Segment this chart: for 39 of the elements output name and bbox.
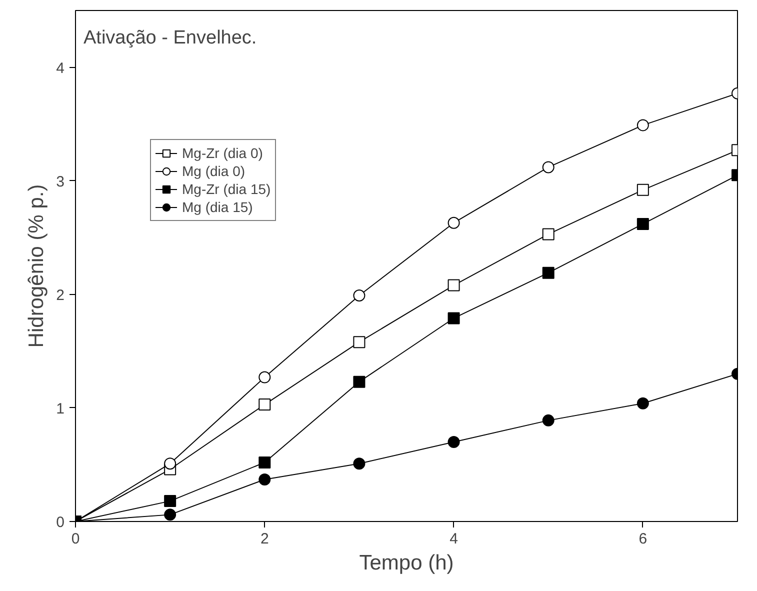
legend-label: Mg (dia 15): [182, 198, 253, 216]
point: [258, 473, 271, 486]
point: [636, 218, 649, 230]
point: [448, 279, 460, 292]
point: [258, 456, 271, 468]
point: [164, 495, 176, 508]
x-tick-label: 6: [638, 530, 648, 548]
point: [448, 436, 460, 448]
y-tick-label: 3: [56, 173, 64, 190]
point: [258, 398, 271, 411]
point: [542, 266, 554, 279]
point: [542, 228, 554, 240]
point: [448, 312, 460, 324]
point: [448, 216, 460, 229]
y-tick-label: 2: [56, 286, 64, 304]
point: [353, 290, 366, 302]
point: [164, 508, 176, 521]
legend-label: Mg (dia 0): [182, 162, 246, 180]
point: [353, 376, 366, 388]
point: [636, 184, 649, 196]
legend-label: Mg-Zr (dia 15): [182, 180, 271, 198]
y-tick-label: 0: [56, 514, 64, 531]
point: [542, 414, 554, 426]
x-axis-title: Tempo (h): [359, 552, 454, 574]
x-tick-label: 2: [260, 530, 269, 548]
y-axis-title: Hidrogênio (% p.): [25, 184, 48, 348]
point: [353, 458, 366, 470]
point: [164, 458, 176, 470]
legend-label: Mg-Zr (dia 0): [182, 144, 263, 162]
y-tick-label: 1: [56, 400, 64, 418]
x-tick-label: 4: [450, 530, 458, 548]
x-tick-label: 0: [71, 530, 80, 548]
text: Ativação - Envelhec.: [84, 28, 257, 48]
point: [636, 397, 649, 410]
point: [258, 371, 271, 384]
y-tick-label: 4: [56, 60, 64, 77]
point: [542, 161, 554, 174]
point: [636, 119, 649, 132]
point: [353, 336, 366, 348]
